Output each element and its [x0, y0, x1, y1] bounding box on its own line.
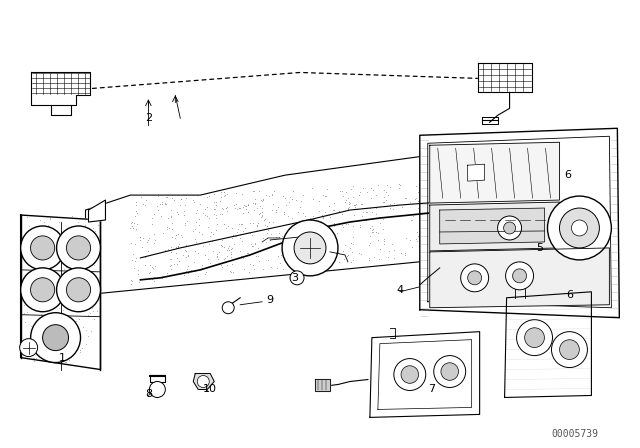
Circle shape — [434, 356, 466, 388]
Circle shape — [197, 375, 209, 388]
Circle shape — [498, 216, 522, 240]
Circle shape — [43, 325, 68, 351]
Text: 8: 8 — [145, 389, 152, 400]
Circle shape — [20, 226, 65, 270]
Text: 3: 3 — [292, 273, 298, 283]
Polygon shape — [504, 292, 591, 397]
Polygon shape — [315, 379, 330, 392]
Polygon shape — [477, 63, 532, 92]
Circle shape — [149, 382, 165, 397]
Polygon shape — [430, 202, 559, 251]
Circle shape — [31, 236, 54, 260]
Circle shape — [552, 332, 588, 367]
Circle shape — [559, 208, 600, 248]
Circle shape — [394, 358, 426, 391]
Text: 4: 4 — [396, 285, 403, 295]
Polygon shape — [20, 215, 100, 370]
Circle shape — [294, 232, 326, 264]
Circle shape — [468, 271, 482, 285]
Polygon shape — [86, 155, 495, 295]
Text: 7: 7 — [428, 384, 435, 395]
Circle shape — [525, 328, 545, 348]
Polygon shape — [193, 374, 214, 389]
Circle shape — [441, 363, 458, 380]
Circle shape — [572, 220, 588, 236]
Text: 00005739: 00005739 — [551, 429, 598, 439]
Circle shape — [31, 313, 81, 362]
Circle shape — [56, 226, 100, 270]
Text: 2: 2 — [145, 113, 152, 123]
Circle shape — [547, 196, 611, 260]
Polygon shape — [420, 128, 620, 318]
Polygon shape — [31, 73, 90, 105]
Polygon shape — [430, 248, 609, 308]
Circle shape — [513, 269, 527, 283]
Text: 6: 6 — [566, 290, 573, 300]
Circle shape — [67, 236, 91, 260]
Circle shape — [290, 271, 304, 285]
Text: 9: 9 — [266, 295, 274, 305]
Polygon shape — [430, 142, 559, 203]
Circle shape — [31, 278, 54, 302]
Circle shape — [506, 262, 534, 290]
Polygon shape — [88, 200, 106, 222]
Text: 1: 1 — [59, 353, 66, 362]
Circle shape — [222, 302, 234, 314]
Circle shape — [20, 339, 38, 357]
Polygon shape — [440, 208, 545, 244]
Circle shape — [56, 268, 100, 312]
Circle shape — [504, 222, 516, 234]
Text: 5: 5 — [536, 243, 543, 253]
Polygon shape — [468, 164, 484, 181]
Circle shape — [20, 268, 65, 312]
Circle shape — [67, 278, 91, 302]
Polygon shape — [370, 332, 479, 418]
Circle shape — [282, 220, 338, 276]
Circle shape — [516, 320, 552, 356]
Text: 6: 6 — [564, 170, 571, 180]
Circle shape — [461, 264, 488, 292]
Polygon shape — [150, 375, 165, 382]
Circle shape — [559, 340, 579, 359]
Text: 10: 10 — [204, 384, 217, 395]
Circle shape — [401, 366, 419, 383]
